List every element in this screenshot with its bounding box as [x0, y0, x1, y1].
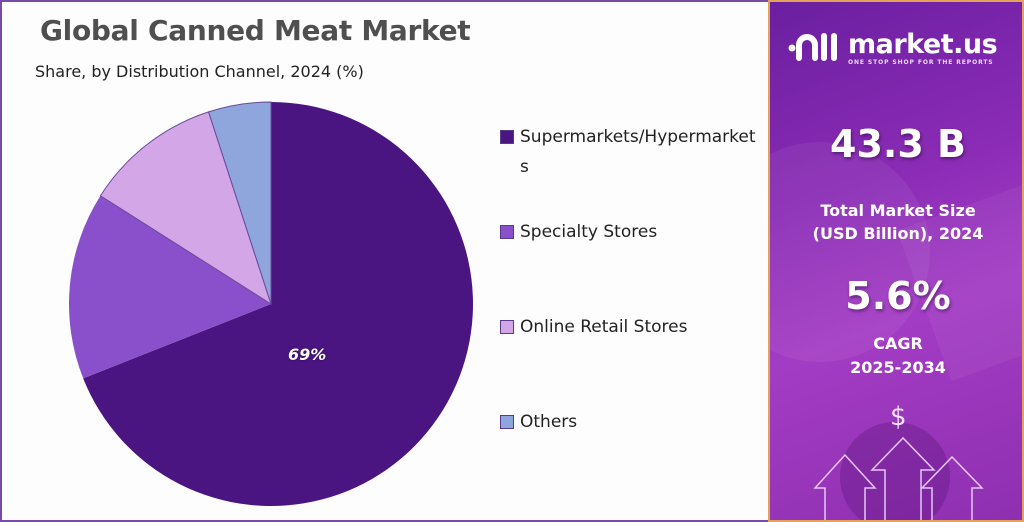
- pie-chart: 69%: [2, 2, 542, 522]
- legend-item-specialty: Specialty Stores: [500, 217, 760, 247]
- cagr-label: CAGR: [873, 334, 923, 353]
- legend-swatch: [500, 320, 514, 334]
- legend-swatch: [500, 225, 514, 239]
- brand-name: market.us: [848, 29, 998, 60]
- legend-swatch: [500, 130, 514, 144]
- chart-title: Global Canned Meat Market: [40, 14, 471, 47]
- slice-label-supermarkets: 69%: [288, 345, 327, 364]
- market-size-label-line2: (USD Billion), 2024: [812, 224, 984, 243]
- legend-label: Supermarkets/Hypermarkets: [520, 127, 756, 177]
- market-size-value: 43.3 B: [830, 122, 966, 166]
- slice-supermarkets: [83, 102, 473, 506]
- legend-item-supermarkets: Supermarkets/Hypermarkets: [500, 122, 760, 182]
- growth-arrows-icon: [813, 436, 984, 520]
- stats-sidebar: market.us ONE STOP SHOP FOR THE REPORTS …: [768, 0, 1024, 522]
- slice-online: [99, 111, 272, 306]
- chart-panel: Global Canned Meat Market Share, by Dist…: [0, 0, 768, 522]
- slice-others: [207, 101, 272, 305]
- chart-subtitle: Share, by Distribution Channel, 2024 (%): [35, 62, 364, 81]
- brand-logo: market.us: [788, 28, 998, 62]
- legend-label: Specialty Stores: [520, 222, 658, 242]
- market-us-logo-icon: [788, 33, 837, 61]
- legend-item-others: Others: [500, 407, 760, 437]
- dollar-icon: $: [890, 402, 907, 432]
- market-size-label-line1: Total Market Size: [820, 201, 976, 220]
- brand-tagline: ONE STOP SHOP FOR THE REPORTS: [848, 59, 994, 66]
- legend-label: Others: [520, 412, 578, 432]
- legend-label: Online Retail Stores: [520, 317, 688, 337]
- legend-swatch: [500, 415, 514, 429]
- pie-svg: [69, 101, 473, 506]
- cagr-period: 2025-2034: [850, 358, 946, 377]
- legend-item-online: Online Retail Stores: [500, 312, 760, 342]
- cagr-value: 5.6%: [845, 274, 951, 318]
- slice-specialty: [69, 195, 272, 379]
